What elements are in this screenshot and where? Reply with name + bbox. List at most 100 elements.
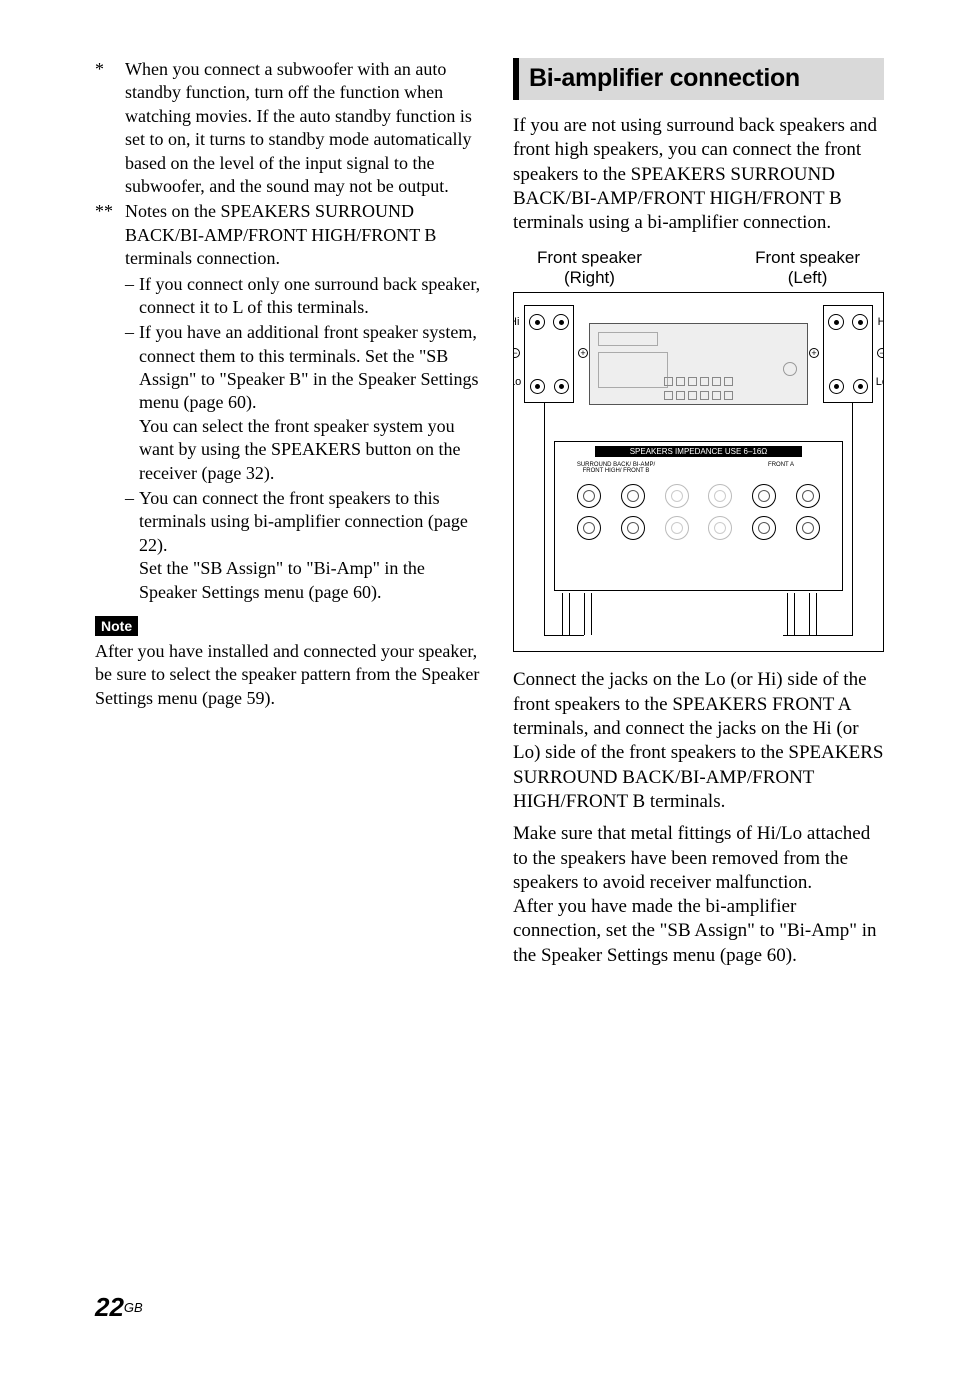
terminal-port-icon [796, 516, 820, 540]
speaker-port-icon [829, 379, 844, 394]
terminal-port-icon [708, 516, 732, 540]
minus-icon: − [877, 348, 884, 358]
terminal-col [752, 484, 776, 540]
speaker-ports-hi [824, 314, 872, 330]
connection-diagram: Hi Lo − + Hi Lo + − [513, 292, 884, 652]
mini-port-icon [724, 391, 733, 400]
wire-icon [562, 593, 570, 635]
footnote-2-sub-2: – If you have an additional front speake… [125, 321, 485, 485]
footnote-2-sub-1: – If you connect only one surround back … [125, 273, 485, 320]
wire-icon [787, 593, 795, 635]
intro-paragraph: If you are not using surround back speak… [513, 114, 884, 236]
terminal-col [796, 484, 820, 540]
minus-icon: − [513, 348, 520, 358]
right-column: Bi-amplifier connection If you are not u… [513, 58, 884, 976]
note-badge: Note [95, 616, 138, 636]
mini-port-icon [664, 377, 673, 386]
speaker-terminal-panel: SPEAKERS IMPEDANCE USE 6–16Ω SURROUND BA… [554, 441, 843, 591]
hi-label: Hi [878, 316, 884, 328]
front-speaker-right-box: Hi Lo − + [524, 305, 574, 403]
dash-icon: – [125, 487, 139, 604]
speaker-port-icon [852, 314, 868, 330]
speaker-label-left-l2: (Left) [788, 268, 828, 287]
wire-icon [809, 593, 817, 635]
lo-label: Lo [876, 376, 884, 388]
footnote-2-sub-1-text: If you connect only one surround back sp… [139, 273, 485, 320]
terminal-port-icon [577, 516, 601, 540]
hi-label: Hi [513, 316, 519, 328]
footnote-2-body: Notes on the SPEAKERS SURROUND BACK/BI-A… [125, 200, 485, 604]
speaker-port-icon [529, 314, 545, 330]
body-paragraph-3: After you have made the bi-amplifier con… [513, 895, 884, 968]
speaker-label-right-l1: Front speaker [537, 248, 642, 267]
terminal-port-icon [752, 516, 776, 540]
speaker-label-left: Front speaker (Left) [755, 248, 860, 289]
two-column-layout: * When you connect a subwoofer with an a… [95, 58, 884, 976]
footnote-1-text: When you connect a subwoofer with an aut… [125, 58, 485, 198]
terminal-port-icon [708, 484, 732, 508]
terminal-port-icon [665, 484, 689, 508]
plus-icon: + [578, 348, 588, 358]
amp-knob-icon [783, 362, 797, 376]
speaker-labels-row: Front speaker (Right) Front speaker (Lef… [513, 248, 884, 289]
terminal-col [665, 484, 689, 540]
terminal-sub-left: SURROUND BACK/ BI-AMP/ FRONT HIGH/ FRONT… [571, 462, 661, 474]
speaker-label-left-l1: Front speaker [755, 248, 860, 267]
wire-icon [544, 635, 584, 636]
wire-icon [544, 403, 545, 635]
terminal-port-icon [665, 516, 689, 540]
speaker-port-icon [554, 379, 569, 394]
terminal-col [621, 484, 645, 540]
footnote-2: ** Notes on the SPEAKERS SURROUND BACK/B… [95, 200, 485, 604]
mini-port-icon [712, 391, 721, 400]
footnote-2-marker: ** [95, 200, 125, 604]
terminal-col [577, 484, 601, 540]
wire-icon [852, 403, 853, 635]
footnote-2-sub-3-text: You can connect the front speakers to th… [139, 487, 485, 604]
footnote-1: * When you connect a subwoofer with an a… [95, 58, 485, 198]
mini-port-icon [688, 391, 697, 400]
amp-slot-icon [598, 332, 658, 346]
lo-label: Lo [513, 376, 521, 388]
speaker-ports-lo [824, 379, 872, 394]
speaker-label-right-l2: (Right) [564, 268, 615, 287]
mini-port-icon [712, 377, 721, 386]
terminal-port-icon [752, 484, 776, 508]
page-footer: 22GB [95, 1292, 143, 1323]
footnote-1-marker: * [95, 58, 125, 198]
left-column: * When you connect a subwoofer with an a… [95, 58, 485, 976]
footnote-2-sub-3: – You can connect the front speakers to … [125, 487, 485, 604]
terminal-port-icon [621, 516, 645, 540]
speaker-ports-lo [525, 379, 573, 394]
terminal-header: SPEAKERS IMPEDANCE USE 6–16Ω [595, 446, 802, 457]
speaker-port-icon [828, 314, 844, 330]
mini-port-icon [700, 391, 709, 400]
speaker-ports-hi [525, 314, 573, 330]
speaker-port-icon [530, 379, 545, 394]
terminal-grid [555, 484, 842, 540]
amplifier-rear-panel [589, 323, 808, 405]
mini-port-icon [664, 391, 673, 400]
mini-port-icon [688, 377, 697, 386]
terminal-port-icon [621, 484, 645, 508]
mini-port-icon [724, 377, 733, 386]
wire-icon [584, 593, 592, 635]
speaker-port-icon [853, 379, 868, 394]
note-text: After you have installed and connected y… [95, 640, 485, 710]
dash-icon: – [125, 273, 139, 320]
mini-port-icon [676, 391, 685, 400]
dash-icon: – [125, 321, 139, 485]
section-heading: Bi-amplifier connection [513, 58, 884, 100]
wire-icon [783, 635, 853, 636]
body-paragraph-2: Make sure that metal fittings of Hi/Lo a… [513, 822, 884, 895]
amp-port-row [590, 377, 807, 386]
speaker-port-icon [553, 314, 569, 330]
mini-port-icon [676, 377, 685, 386]
terminal-sub-right [746, 462, 816, 468]
terminal-col [708, 484, 732, 540]
speaker-label-right: Front speaker (Right) [537, 248, 642, 289]
terminal-port-icon [577, 484, 601, 508]
body-paragraph-1: Connect the jacks on the Lo (or Hi) side… [513, 668, 884, 814]
plus-icon: + [809, 348, 819, 358]
footnote-2-text: Notes on the SPEAKERS SURROUND BACK/BI-A… [125, 200, 485, 270]
